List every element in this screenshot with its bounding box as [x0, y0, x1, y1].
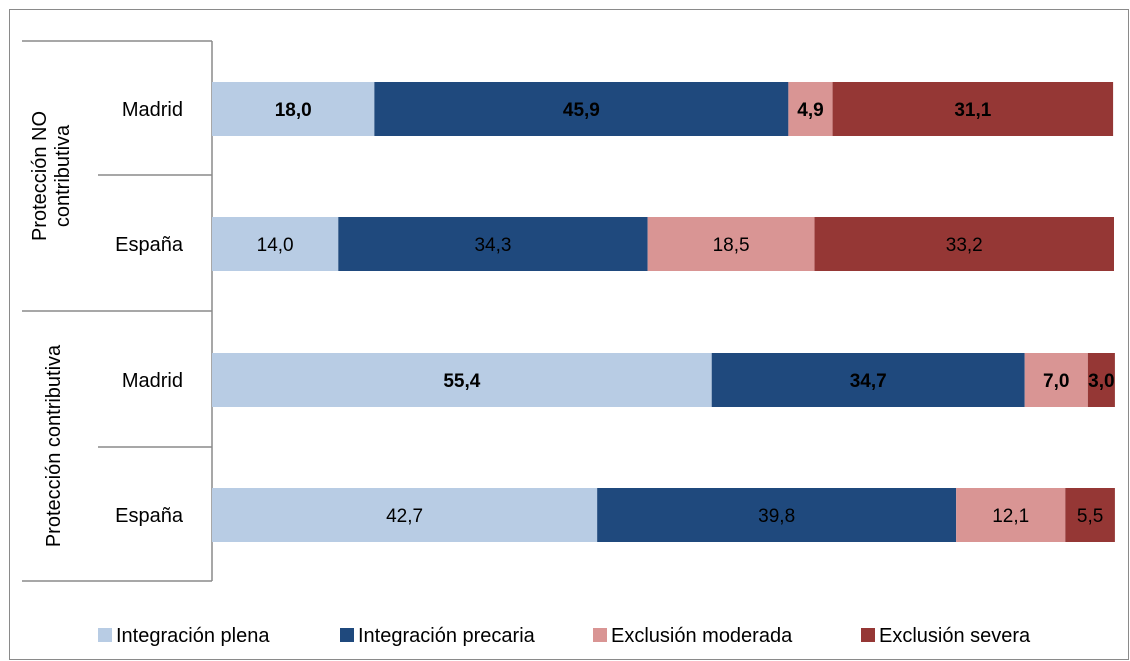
bar-segment: [711, 353, 1025, 407]
data-label: 31,1: [954, 100, 991, 121]
bar-segment: [1065, 488, 1115, 542]
legend-swatch: [340, 628, 354, 642]
bar-segment: [956, 488, 1066, 542]
data-label: 18,0: [275, 100, 312, 121]
bars-layer: 18,0 45,9 4,9 31,1 14,0 34,3 18,5 33,2 55,4 34,7 7…: [212, 82, 1115, 542]
data-label: 45,9: [563, 100, 600, 121]
legend-swatch: [593, 628, 607, 642]
category-label: Madrid: [122, 370, 183, 392]
legend-label: Integración precaria: [358, 625, 536, 647]
data-label: 34,7: [850, 371, 887, 392]
data-label: 5,5: [1077, 506, 1103, 527]
category-labels: Protección NOcontributiva Protección cont…: [29, 99, 184, 547]
category-label: Madrid: [122, 99, 183, 121]
category-label: España: [115, 505, 184, 527]
data-label: 18,5: [713, 235, 750, 256]
bar-segment: [1087, 353, 1115, 407]
bar-segment: [212, 353, 712, 407]
bar-segment: [212, 82, 375, 136]
legend-swatch: [861, 628, 875, 642]
data-label: 12,1: [992, 506, 1029, 527]
bar-segment: [212, 217, 339, 271]
data-label: 42,7: [386, 506, 423, 527]
stacked-bar-chart: 18,0 45,9 4,9 31,1 14,0 34,3 18,5 33,2 55,4 34,7 7…: [22, 40, 1115, 647]
bar-segment: [832, 82, 1114, 136]
group-label: Protección NOcontributiva: [29, 111, 74, 241]
bar-segment: [647, 217, 815, 271]
data-label: 7,0: [1043, 371, 1069, 392]
data-label: 33,2: [946, 235, 983, 256]
bar-segment: [597, 488, 957, 542]
data-label: 3,0: [1088, 371, 1114, 392]
data-label: 4,9: [797, 100, 823, 121]
bar-segment: [1024, 353, 1088, 407]
legend-label: Exclusión severa: [879, 625, 1031, 647]
bar-segment: [374, 82, 789, 136]
legend-label: Integración plena: [116, 625, 270, 647]
legend-swatch: [98, 628, 112, 642]
data-label: 55,4: [443, 371, 480, 392]
chart-frame: 18,0 45,9 4,9 31,1 14,0 34,3 18,5 33,2 55,4 34,7 7…: [9, 9, 1129, 660]
group-label: Protección contributiva: [43, 344, 65, 547]
bar-segment: [788, 82, 833, 136]
data-label: 14,0: [257, 235, 294, 256]
legend-label: Exclusión moderada: [611, 625, 793, 647]
data-label: 34,3: [474, 235, 511, 256]
data-label: 39,8: [758, 506, 795, 527]
bar-segment: [338, 217, 648, 271]
legend: Integración plena Integración precaria Exc…: [98, 625, 1031, 647]
category-label: España: [115, 234, 184, 256]
bar-segment: [212, 488, 598, 542]
bar-segment: [814, 217, 1114, 271]
